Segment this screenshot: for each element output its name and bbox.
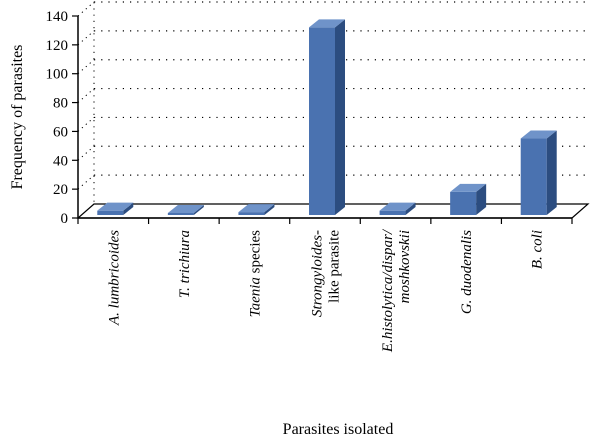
bar-front [238, 212, 265, 215]
y-tick-label: 120 [46, 38, 69, 54]
y-tick-labels: 0 20 40 60 80 100 120 140 [46, 9, 69, 227]
y-axis-title: Frequency of parasites [9, 45, 26, 190]
bar-side [476, 183, 487, 215]
bar-front [520, 138, 547, 215]
axes [72, 15, 573, 224]
bar [379, 202, 416, 215]
bars [97, 19, 557, 215]
y-tick-label: 20 [53, 182, 68, 198]
bar [520, 130, 557, 215]
bar-side [264, 204, 275, 215]
gridline-diag-140 [77, 1, 95, 17]
x-tick-label: Taenia species [247, 230, 263, 318]
x-tick-label-part: G. duodenalis [459, 230, 475, 314]
gridline-diag-20 [77, 174, 95, 190]
x-tick-label-part: moshkovskii [397, 230, 413, 303]
x-tick-label-part: - [310, 230, 326, 235]
bar [450, 183, 487, 215]
bar [309, 19, 345, 215]
gridline-diag-40 [77, 145, 95, 161]
x-tick-label-part: Taenia [247, 277, 263, 317]
x-tick-label: G. duodenalis [459, 230, 475, 314]
bar-front [379, 210, 406, 215]
gridline-diag-60 [77, 117, 95, 132]
y-tick-label: 100 [46, 67, 69, 83]
bar-top [167, 205, 204, 213]
y-tick-label: 140 [46, 9, 69, 25]
bar-side [546, 130, 557, 215]
x-tick-label-part: E.histolytica/dispar/ [380, 228, 396, 353]
x-tick-label-part: Strongyloides [310, 235, 326, 317]
x-tick-label: Strongyloides-like parasite [310, 230, 343, 317]
bar-top [238, 204, 275, 213]
x-tick-labels: A. lumbricoides T. trichiura Taenia specie… [106, 228, 545, 353]
gridline-diag-120 [77, 30, 95, 46]
bar-side [405, 202, 416, 215]
x-tick-label-part: species [247, 230, 263, 277]
x-tick-label-part: A. lumbricoides [106, 230, 122, 326]
x-tick-label-part: B. coli [530, 230, 546, 269]
y-tick-label: 60 [53, 124, 68, 140]
x-tick-label: A. lumbricoides [106, 230, 122, 326]
bar-front [309, 27, 335, 215]
bar-top [379, 202, 416, 211]
bar-top [309, 19, 345, 28]
y-tick-label: 80 [53, 96, 68, 112]
y-tick-label: 0 [61, 211, 69, 227]
bar-top [97, 202, 134, 211]
bar-front [167, 213, 194, 215]
bar-side [193, 205, 204, 215]
bar-top [450, 183, 487, 192]
x-tick-label: E.histolytica/dispar/moshkovskii [380, 228, 413, 353]
x-tick-label: B. coli [530, 230, 546, 269]
x-tick-label-part: like parasite [327, 230, 343, 303]
x-tick-label: T. trichiura [177, 230, 193, 298]
gridline-diag-80 [77, 88, 95, 103]
x-axis-title: Parasites isolated [283, 421, 394, 438]
bar [167, 205, 204, 215]
bar-front [450, 191, 477, 215]
bar [97, 202, 134, 215]
gridline-diag-100 [77, 59, 95, 75]
bar-front [97, 210, 124, 215]
bar-top [520, 130, 557, 139]
x-tick-label-part: T. trichiura [177, 230, 193, 298]
y-tick-label: 40 [53, 153, 68, 169]
gridlines [77, 0, 588, 204]
bar-side [335, 19, 345, 215]
bar [238, 204, 275, 215]
bar-side [123, 202, 134, 215]
